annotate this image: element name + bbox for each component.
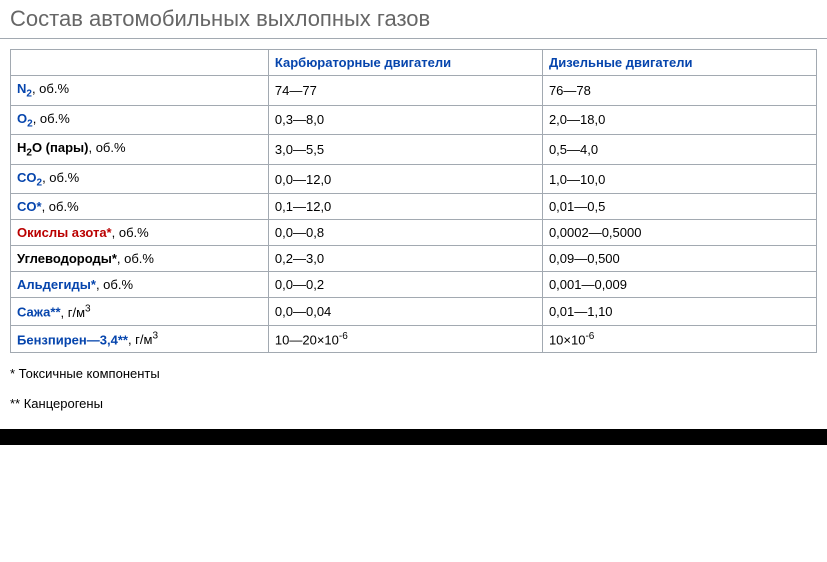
bottom-bar: [0, 429, 827, 445]
table-row: CO2, об.%0,0—12,01,0—10,0: [11, 164, 817, 194]
footnotes: * Токсичные компоненты ** Канцерогены: [0, 357, 827, 429]
table-row: Сажа**, г/м30,0—0,040,01—1,10: [11, 298, 817, 325]
cell-carburetor: 0,2—3,0: [268, 246, 542, 272]
cell-diesel: 2,0—18,0: [542, 105, 816, 135]
table-row: Бензпирен—3,4**, г/м310—20×10-610×10-6: [11, 325, 817, 352]
table-row: H2O (пары), об.%3,0—5,50,5—4,0: [11, 135, 817, 165]
cell-diesel: 0,01—0,5: [542, 194, 816, 220]
table-row: CO*, об.%0,1—12,00,01—0,5: [11, 194, 817, 220]
cell-carburetor: 0,0—0,2: [268, 272, 542, 298]
table-row: Окислы азота*, об.%0,0—0,80,0002—0,5000: [11, 220, 817, 246]
cell-diesel: 0,09—0,500: [542, 246, 816, 272]
cell-carburetor: 10—20×10-6: [268, 325, 542, 352]
footnote-carcinogen: ** Канцерогены: [10, 389, 817, 419]
cell-diesel: 10×10-6: [542, 325, 816, 352]
header-empty: [11, 50, 269, 76]
row-label: Альдегиды*, об.%: [11, 272, 269, 298]
row-label: Бензпирен—3,4**, г/м3: [11, 325, 269, 352]
table-body: N2, об.%74—7776—78O2, об.%0,3—8,02,0—18,…: [11, 76, 817, 353]
row-label: Сажа**, г/м3: [11, 298, 269, 325]
row-label: H2O (пары), об.%: [11, 135, 269, 165]
cell-carburetor: 0,0—12,0: [268, 164, 542, 194]
cell-diesel: 0,01—1,10: [542, 298, 816, 325]
cell-diesel: 0,0002—0,5000: [542, 220, 816, 246]
row-label: N2, об.%: [11, 76, 269, 106]
table-row: Углеводороды*, об.%0,2—3,00,09—0,500: [11, 246, 817, 272]
table-wrapper: Карбюраторные двигатели Дизельные двигат…: [0, 39, 827, 357]
row-label: CO*, об.%: [11, 194, 269, 220]
exhaust-composition-table: Карбюраторные двигатели Дизельные двигат…: [10, 49, 817, 353]
cell-diesel: 1,0—10,0: [542, 164, 816, 194]
cell-carburetor: 0,0—0,8: [268, 220, 542, 246]
cell-carburetor: 3,0—5,5: [268, 135, 542, 165]
footnote-toxic: * Токсичные компоненты: [10, 359, 817, 389]
row-label: CO2, об.%: [11, 164, 269, 194]
cell-carburetor: 0,0—0,04: [268, 298, 542, 325]
cell-diesel: 76—78: [542, 76, 816, 106]
cell-carburetor: 74—77: [268, 76, 542, 106]
page-container: Состав автомобильных выхлопных газов Кар…: [0, 0, 827, 429]
cell-carburetor: 0,3—8,0: [268, 105, 542, 135]
table-row: Альдегиды*, об.%0,0—0,20,001—0,009: [11, 272, 817, 298]
header-carburetor: Карбюраторные двигатели: [268, 50, 542, 76]
cell-diesel: 0,001—0,009: [542, 272, 816, 298]
page-title: Состав автомобильных выхлопных газов: [0, 0, 827, 39]
row-label: O2, об.%: [11, 105, 269, 135]
header-diesel: Дизельные двигатели: [542, 50, 816, 76]
cell-diesel: 0,5—4,0: [542, 135, 816, 165]
row-label: Окислы азота*, об.%: [11, 220, 269, 246]
table-row: N2, об.%74—7776—78: [11, 76, 817, 106]
table-row: O2, об.%0,3—8,02,0—18,0: [11, 105, 817, 135]
cell-carburetor: 0,1—12,0: [268, 194, 542, 220]
row-label: Углеводороды*, об.%: [11, 246, 269, 272]
table-header-row: Карбюраторные двигатели Дизельные двигат…: [11, 50, 817, 76]
